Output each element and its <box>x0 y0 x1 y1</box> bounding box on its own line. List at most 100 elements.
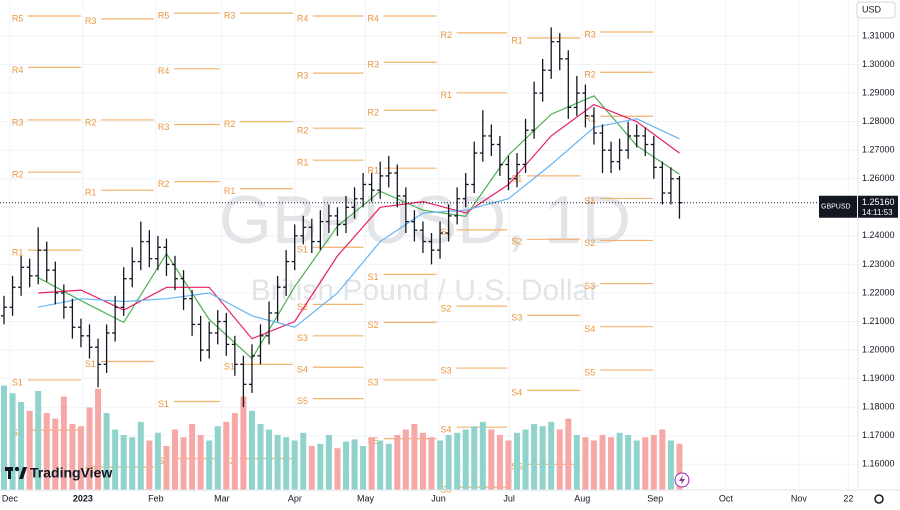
x-tick-label: Jun <box>431 493 446 503</box>
x-tick-label: Sep <box>647 493 663 503</box>
volume-bar <box>616 432 623 490</box>
volume-bar <box>360 446 367 490</box>
pivot-label: R4 <box>297 13 309 23</box>
volume-bar <box>77 426 84 490</box>
currency-button[interactable] <box>856 1 896 19</box>
volume-bar <box>437 440 444 490</box>
x-tick-label: Feb <box>148 493 164 503</box>
pivot-label: S2 <box>441 303 452 313</box>
last-price-axis-box <box>858 195 898 218</box>
pivot-label: R2 <box>85 117 97 127</box>
x-tick-label: Dec <box>2 493 19 503</box>
pivot-label: R2 <box>158 179 170 189</box>
pivot-label: S1 <box>368 272 379 282</box>
y-tick-label: 1.23000 <box>862 259 895 269</box>
volume-bar <box>1 385 7 490</box>
pivot-label: S4 <box>441 425 452 435</box>
pivot-label: S1 <box>12 377 23 387</box>
volume-bar <box>402 429 409 490</box>
volume-bar <box>248 410 255 490</box>
volume-bar <box>514 432 520 490</box>
x-tick-label: Oct <box>719 493 734 503</box>
pivot-label: S2 <box>224 456 235 466</box>
y-tick-label: 1.24000 <box>862 230 895 240</box>
pivot-label: R1 <box>85 188 97 198</box>
volume-bar <box>582 437 589 490</box>
volume-bar <box>419 432 426 490</box>
pivot-label: R3 <box>368 60 380 70</box>
volume-bar <box>667 440 674 490</box>
y-tick-label: 1.21000 <box>862 316 895 326</box>
volume-bar <box>146 440 153 490</box>
volume-bar <box>18 402 25 490</box>
price-axis <box>858 0 900 510</box>
volume-bar <box>496 435 503 490</box>
moving-average <box>38 118 680 328</box>
brand-name: TradingView <box>30 465 112 481</box>
x-tick-label: Jul <box>503 493 515 503</box>
pivot-label: R1 <box>224 186 236 196</box>
y-tick-label: 1.31000 <box>862 30 895 40</box>
settings-button[interactable] <box>874 494 884 504</box>
moving-average <box>37 95 680 360</box>
pivot-label: S1 <box>297 245 308 255</box>
pivot-label: R3 <box>85 16 97 26</box>
volume-bar <box>539 426 546 490</box>
pivot-label: S3 <box>368 377 379 387</box>
last-price-box <box>819 195 857 218</box>
pivot-label: R1 <box>584 114 596 124</box>
pivot-label: S2 <box>297 302 308 312</box>
pivot-label: S1 <box>85 359 96 369</box>
volume-bar <box>505 440 512 490</box>
volume-bar <box>223 421 230 490</box>
x-tick-label: 22 <box>843 493 853 503</box>
watermark: GBPUSD, 1D <box>219 182 631 258</box>
currency-label[interactable]: USD <box>862 4 882 14</box>
volume-bar <box>172 429 178 490</box>
volume-bar <box>43 413 50 490</box>
pivot-label: S2 <box>12 427 23 437</box>
volume-bar <box>659 429 666 490</box>
pivot-label: R4 <box>12 65 24 75</box>
y-tick-label: 1.27000 <box>862 145 895 155</box>
pivot-label: S4 <box>584 324 595 334</box>
x-tick-label: Aug <box>574 493 590 503</box>
y-tick-label: 1.28000 <box>862 116 895 126</box>
volume-bar <box>633 440 640 490</box>
pivot-label: R3 <box>297 70 309 80</box>
volume-bar <box>112 429 119 490</box>
pivot-label: R3 <box>224 11 236 21</box>
volume-bar <box>556 429 563 490</box>
x-tick-label: 2023 <box>73 493 93 503</box>
volume-bar <box>35 391 42 490</box>
pivot-label: R2 <box>368 108 380 118</box>
y-tick-label: 1.16000 <box>862 459 895 469</box>
y-tick-label: 1.18000 <box>862 402 895 412</box>
y-tick-label: 1.19000 <box>862 373 895 383</box>
volume-bar <box>548 421 555 490</box>
pivot-label: R5 <box>12 13 24 23</box>
pivot-label: S3 <box>441 365 452 375</box>
pivot-label: R1 <box>12 248 24 258</box>
pivot-label: S1 <box>158 399 169 409</box>
y-tick-label: 1.30000 <box>862 59 895 69</box>
volume-bar <box>52 418 59 490</box>
pivot-label: R3 <box>158 122 170 132</box>
x-tick-label: Apr <box>288 493 302 503</box>
volume-bar <box>599 435 606 490</box>
volume-bar <box>137 421 144 490</box>
volume-bar <box>522 429 529 490</box>
volume-bar <box>69 424 76 490</box>
volume-bar <box>129 437 136 490</box>
pivot-label: R4 <box>368 13 380 23</box>
pivot-label: R2 <box>12 170 24 180</box>
pivot-label: S1 <box>441 227 452 237</box>
volume-bar <box>9 393 16 490</box>
volume-bar <box>95 388 102 490</box>
pivot-label: R1 <box>297 158 309 168</box>
volume-bar <box>274 435 281 490</box>
volume-bar <box>120 435 127 490</box>
volume-bar <box>325 435 332 490</box>
pivot-label: S5 <box>297 396 308 406</box>
y-tick-label: 1.26000 <box>862 173 895 183</box>
